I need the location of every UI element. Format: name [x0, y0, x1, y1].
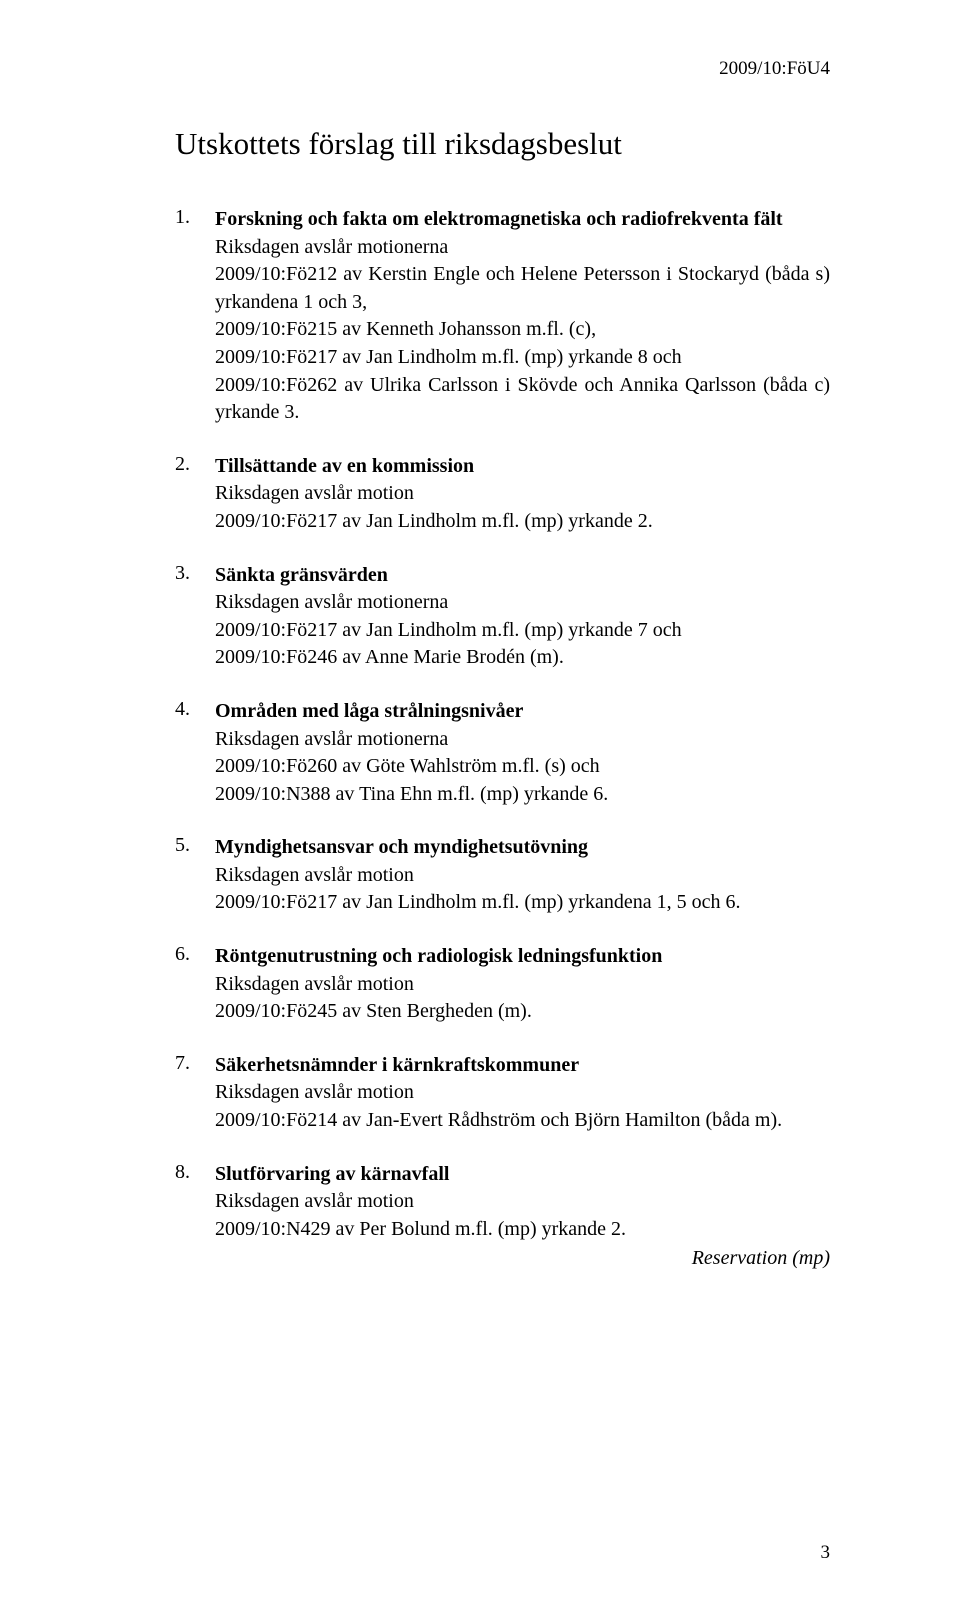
proposal-list: 1.Forskning och fakta om elektromagnetis… [175, 206, 830, 1273]
item-title: Områden med låga strålningsnivåer [215, 700, 523, 722]
item-title: Slutförvaring av kärnavfall [215, 1163, 449, 1185]
item-body: Röntgenutrustning och radiologisk lednin… [215, 943, 830, 1026]
item-number: 1. [175, 206, 215, 427]
proposal-item: 2.Tillsättande av en kommissionRiksdagen… [175, 453, 830, 536]
item-body: Säkerhetsnämnder i kärnkraftskommunerRik… [215, 1052, 830, 1135]
proposal-item: 8.Slutförvaring av kärnavfallRiksdagen a… [175, 1161, 830, 1273]
item-body: Områden med låga strålningsnivåerRiksdag… [215, 698, 830, 808]
item-number: 7. [175, 1052, 215, 1135]
item-title: Myndighetsansvar och myndighetsutövning [215, 836, 588, 858]
proposal-item: 3.Sänkta gränsvärdenRiksdagen avslår mot… [175, 562, 830, 672]
reservation-note: Reservation (mp) [215, 1245, 830, 1273]
proposal-item: 5.Myndighetsansvar och myndighetsutövnin… [175, 834, 830, 917]
proposal-item: 4.Områden med låga strålningsnivåerRiksd… [175, 698, 830, 808]
item-title: Forskning och fakta om elektromagnetiska… [215, 208, 783, 230]
item-title: Sänkta gränsvärden [215, 564, 388, 586]
document-page: 2009/10:FöU4 Utskottets förslag till rik… [0, 0, 960, 1620]
item-number: 4. [175, 698, 215, 808]
item-body: Slutförvaring av kärnavfallRiksdagen avs… [215, 1161, 830, 1273]
item-body: Myndighetsansvar och myndighetsutövningR… [215, 834, 830, 917]
item-body: Sänkta gränsvärdenRiksdagen avslår motio… [215, 562, 830, 672]
page-title: Utskottets förslag till riksdagsbeslut [175, 126, 830, 162]
item-title: Säkerhetsnämnder i kärnkraftskommuner [215, 1054, 579, 1076]
item-number: 3. [175, 562, 215, 672]
item-number: 5. [175, 834, 215, 917]
document-code: 2009/10:FöU4 [719, 58, 830, 80]
item-number: 8. [175, 1161, 215, 1273]
item-body: Forskning och fakta om elektromagnetiska… [215, 206, 830, 427]
proposal-item: 1.Forskning och fakta om elektromagnetis… [175, 206, 830, 427]
item-title: Tillsättande av en kommission [215, 455, 474, 477]
item-number: 6. [175, 943, 215, 1026]
item-number: 2. [175, 453, 215, 536]
proposal-item: 6.Röntgenutrustning och radiologisk ledn… [175, 943, 830, 1026]
item-body: Tillsättande av en kommissionRiksdagen a… [215, 453, 830, 536]
page-number: 3 [821, 1542, 831, 1564]
proposal-item: 7.Säkerhetsnämnder i kärnkraftskommunerR… [175, 1052, 830, 1135]
item-title: Röntgenutrustning och radiologisk lednin… [215, 945, 662, 967]
